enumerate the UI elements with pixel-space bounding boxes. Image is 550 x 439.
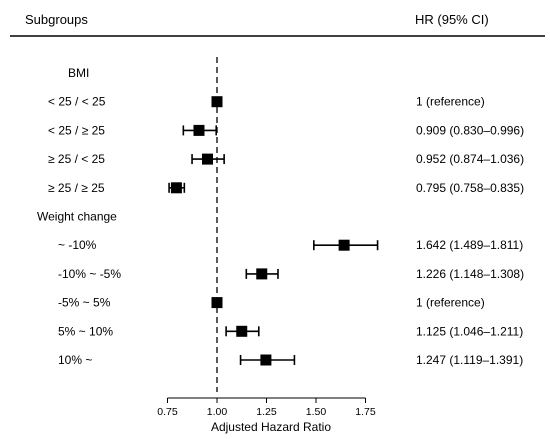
subgroup-row: ≥ 25 / ≥ 25 0.795 (0.758–0.835) (48, 181, 524, 195)
hr-ci-value: 1 (reference) (416, 95, 485, 109)
subgroup-label: -10% ~ -5% (58, 267, 121, 281)
subgroup-row: ~ -10% 1.642 (1.489–1.811) (58, 238, 523, 252)
hr-ci-value: 1.642 (1.489–1.811) (416, 238, 523, 252)
hr-point (256, 268, 268, 280)
hr-ci-value: 1.125 (1.046–1.211) (416, 324, 523, 338)
group-label: BMI (68, 66, 89, 80)
subgroup-label: ≥ 25 / < 25 (48, 152, 105, 166)
subgroup-row: -5% ~ 5% 1 (reference) (58, 296, 485, 310)
group-label: Weight change (37, 210, 117, 224)
hr-point (201, 153, 213, 165)
x-tick-label: 0.75 (157, 406, 178, 418)
subgroup-row: 10% ~ 1.247 (1.119–1.391) (58, 353, 523, 367)
hr-point (236, 325, 248, 337)
subgroup-label: < 25 / ≥ 25 (48, 123, 105, 137)
hr-ci-value: 0.952 (0.874–1.036) (416, 152, 524, 166)
subgroup-row: 5% ~ 10% 1.125 (1.046–1.211) (58, 324, 523, 338)
x-tick-label: 1.00 (207, 406, 228, 418)
subgroup-row: ≥ 25 / < 25 0.952 (0.874–1.036) (48, 152, 524, 166)
hr-ci-value: 0.795 (0.758–0.835) (416, 181, 524, 195)
x-tick-label: 1.50 (306, 406, 327, 418)
group-row: BMI (68, 66, 89, 80)
hr-point (170, 182, 182, 194)
header-subgroups: Subgroups (25, 12, 88, 27)
hr-point (211, 96, 223, 108)
subgroup-row: < 25 / < 25 1 (reference) (48, 95, 485, 109)
subgroup-label: 10% ~ (58, 353, 92, 367)
hr-ci-value: 0.909 (0.830–0.996) (416, 123, 524, 137)
rows-layer: BMI < 25 / < 25 1 (reference) < 25 / ≥ 25 0.… (37, 57, 524, 392)
subgroup-label: ≥ 25 / ≥ 25 (48, 181, 105, 195)
subgroup-label: ~ -10% (58, 238, 97, 252)
hr-ci-value: 1 (reference) (416, 296, 485, 310)
hr-point (260, 354, 272, 366)
subgroup-label: < 25 / < 25 (48, 95, 106, 109)
x-tick-label: 1.75 (355, 406, 376, 418)
subgroup-row: < 25 / ≥ 25 0.909 (0.830–0.996) (48, 123, 524, 137)
hr-point (193, 124, 205, 136)
group-row: Weight change (37, 210, 117, 224)
x-axis-label: Adjusted Hazard Ratio (211, 420, 331, 434)
header-hr-ci: HR (95% CI) (415, 12, 489, 27)
subgroup-label: -5% ~ 5% (58, 296, 111, 310)
hr-ci-value: 1.226 (1.148–1.308) (416, 267, 524, 281)
x-tick-label: 1.25 (256, 406, 277, 418)
hr-point (338, 239, 350, 251)
hr-point (211, 297, 223, 309)
subgroup-row: -10% ~ -5% 1.226 (1.148–1.308) (58, 267, 524, 281)
x-axis: 0.75 1.00 1.25 1.50 1.75 (157, 397, 376, 418)
subgroup-label: 5% ~ 10% (58, 324, 113, 338)
hr-ci-value: 1.247 (1.119–1.391) (416, 353, 523, 367)
